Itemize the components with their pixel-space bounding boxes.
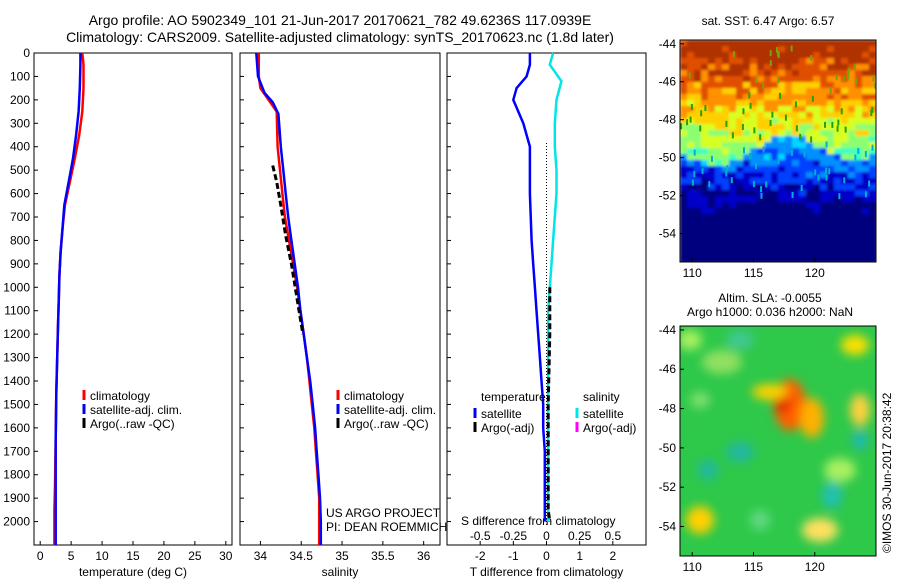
map-x-tick-label: 120 (805, 560, 825, 574)
map-y-tick-label: -52 (659, 480, 677, 494)
legend-header-temperature: temperature (481, 390, 546, 404)
y-tick-label: 1000 (3, 280, 30, 294)
x-tick-label: 35 (335, 549, 349, 563)
map-y-tick-label: -54 (659, 227, 677, 241)
legend-label: climatology (90, 389, 150, 403)
map-y-tick-label: -48 (659, 113, 677, 127)
salinity-diff-tick-label: 0.25 (568, 529, 592, 543)
x-tick-label: 0 (543, 549, 550, 563)
series-line-satellite-adj-clim- (54, 53, 82, 545)
x-tick-label: 5 (68, 549, 75, 563)
x-tick-label: 2 (609, 549, 616, 563)
map-x-tick-label: 115 (744, 560, 763, 574)
y-tick-label: 700 (10, 210, 30, 224)
x-tick-label: 25 (188, 549, 202, 563)
salinity-diff-tick-label: -0.25 (500, 529, 528, 543)
y-tick-label: 1500 (3, 397, 30, 411)
x-tick-label: -1 (508, 549, 519, 563)
y-tick-label: 300 (10, 116, 30, 130)
map-x-tick-label: 120 (805, 266, 825, 280)
credit-text: US ARGO PROJECT (326, 506, 441, 520)
y-tick-label: 400 (10, 140, 30, 154)
map-x-tick-label: 110 (683, 266, 702, 280)
map-y-tick-label: -52 (659, 189, 677, 203)
series-line-temperature-satellite (511, 53, 547, 522)
y-tick-label: 100 (10, 69, 30, 83)
salinity-diff-tick-label: -0.5 (470, 529, 491, 543)
sla-map-title-1: Altim. SLA: -0.0055 (718, 291, 822, 305)
y-tick-label: 0 (23, 46, 30, 60)
y-tick-label: 600 (10, 187, 30, 201)
x-tick-label: 20 (157, 549, 171, 563)
series-line-argo-raw-qc- (271, 165, 305, 335)
map-y-tick-label: -46 (659, 75, 677, 89)
map-y-tick-label: -48 (659, 402, 677, 416)
map-x-tick-label: 110 (683, 560, 702, 574)
map-y-tick-label: -50 (659, 151, 677, 165)
sla-map: 110 115 120 -44 -46 -48 -50 -52 -54 (659, 323, 877, 574)
map-y-tick-label: -46 (659, 362, 677, 376)
panel-frame-salinity_profile (239, 52, 441, 546)
y-tick-label: 1800 (3, 468, 30, 482)
map-y-tick-label: -44 (659, 37, 677, 51)
y-tick-label: 1200 (3, 327, 30, 341)
map-y-tick-label: -44 (659, 323, 677, 337)
y-tick-label: 900 (10, 257, 30, 271)
map-x-tick-label: 115 (744, 266, 763, 280)
sst-map-title: sat. SST: 6.47 Argo: 6.57 (702, 14, 835, 28)
y-tick-label: 500 (10, 163, 30, 177)
legend-label: satellite (583, 407, 624, 421)
series-line-argo-adj- (546, 287, 552, 522)
legend-label: Argo(..raw -QC) (90, 417, 175, 431)
x-tick-label: 30 (219, 549, 233, 563)
pi-text: PI: DEAN ROEMMICH (326, 520, 447, 534)
y-tick-label: 1100 (4, 304, 30, 318)
figure-title-line1: Argo profile: AO 5902349_101 21-Jun-2017… (89, 12, 592, 28)
x-tick-label: 1 (576, 549, 583, 563)
x-axis-label: temperature (deg C) (79, 565, 187, 579)
x-tick-label: 34.5 (290, 549, 314, 563)
timestamp-stamp: ©IMOS 30-Jun-2017 20:38:42 (880, 392, 894, 553)
legend-label: Argo(-adj) (481, 421, 534, 435)
x-tick-label: -2 (475, 549, 486, 563)
series-line-climatology (257, 53, 321, 545)
panel-frame-temperature_profile (33, 52, 233, 546)
figure-title-line2: Climatology: CARS2009. Satellite-adjuste… (66, 29, 614, 45)
x-tick-label: 34 (254, 549, 268, 563)
y-tick-label: 2000 (3, 515, 30, 529)
x-tick-label: 10 (95, 549, 109, 563)
x-tick-label: 15 (126, 549, 140, 563)
x-tick-label: 0 (37, 549, 44, 563)
y-tick-label: 1300 (3, 351, 30, 365)
salinity-diff-tick-label: 0.5 (604, 529, 621, 543)
legend-label: satellite-adj. clim. (90, 403, 182, 417)
legend-label: climatology (344, 389, 404, 403)
sst-map: 110 115 120 -44 -46 -48 -50 -52 -54 (659, 37, 877, 280)
legend-label: satellite (481, 407, 522, 421)
map-y-tick-label: -54 (659, 520, 677, 534)
legend-label: satellite-adj. clim. (344, 403, 436, 417)
x-tick-label: 36 (417, 549, 431, 563)
y-tick-label: 1600 (3, 421, 30, 435)
x-axis-label: salinity (322, 565, 359, 579)
x-tick-label: 35.5 (371, 549, 395, 563)
series-line-satellite-adj-clim- (255, 52, 323, 545)
legend-label: Argo(-adj) (583, 421, 636, 435)
legend-header-salinity: salinity (583, 390, 620, 404)
y-tick-label: 1400 (3, 374, 30, 388)
salinity-diff-axis-label: S difference from climatology (461, 514, 616, 528)
map-y-tick-label: -50 (659, 441, 677, 455)
y-tick-label: 800 (10, 233, 30, 247)
y-tick-label: 1700 (3, 444, 30, 458)
sla-map-title-2: Argo h1000: 0.036 h2000: NaN (687, 305, 853, 319)
legend-label: Argo(..raw -QC) (344, 417, 429, 431)
salinity-diff-tick-label: 0 (543, 529, 550, 543)
x-axis-label: T difference from climatology (470, 565, 624, 579)
y-tick-label: 1900 (3, 491, 30, 505)
y-tick-label: 200 (10, 93, 30, 107)
